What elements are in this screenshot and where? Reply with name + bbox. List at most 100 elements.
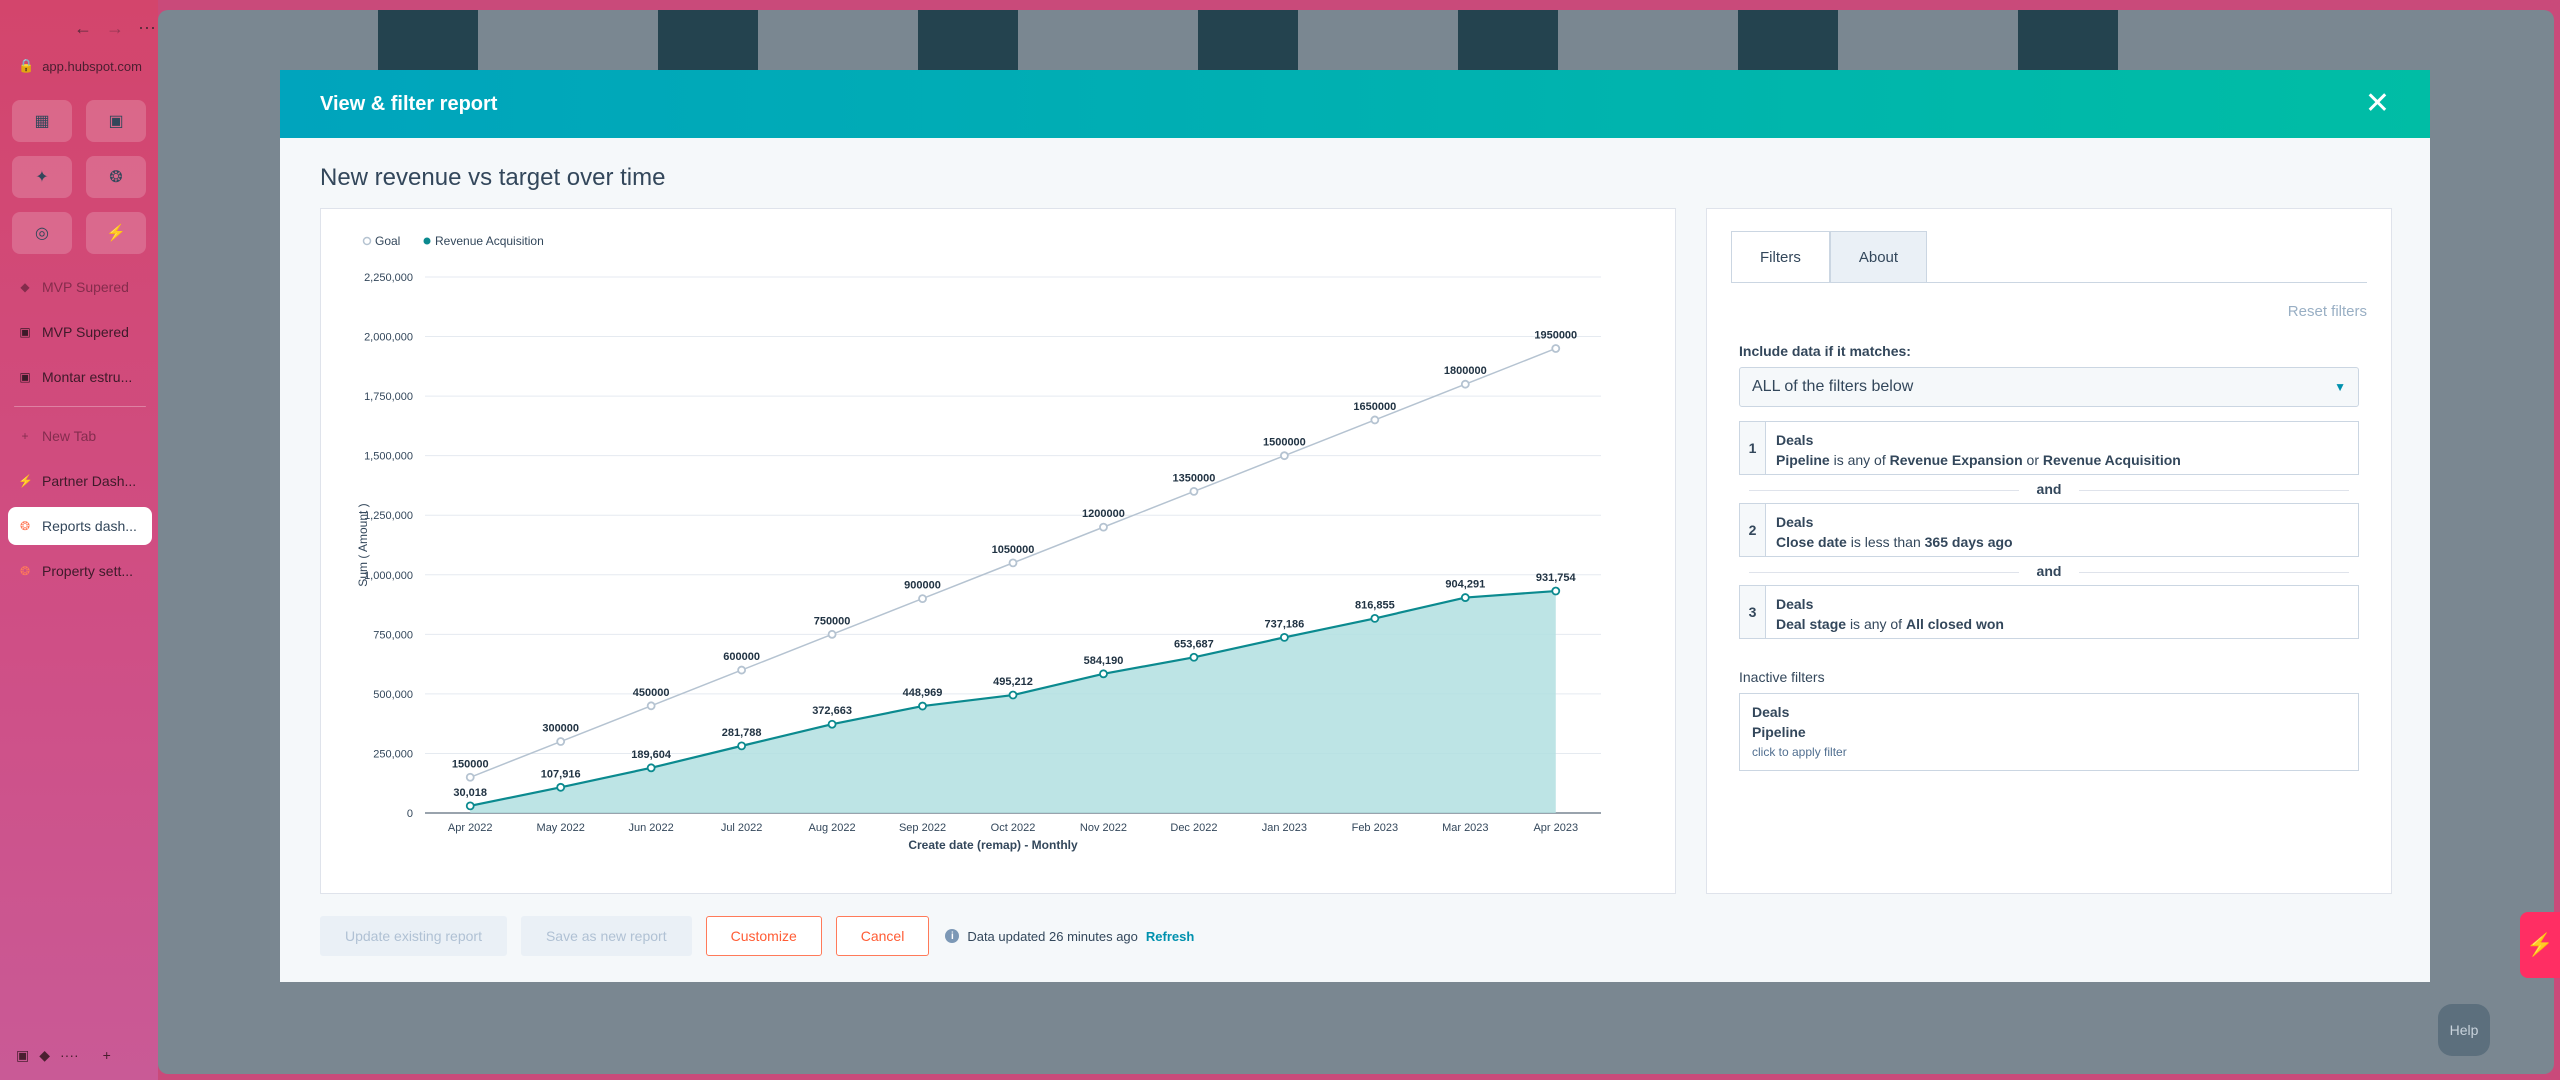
x-tick-label: Oct 2022 — [991, 822, 1036, 834]
tab-about[interactable]: About — [1829, 231, 1928, 283]
match-mode-select[interactable]: ALL of the filters below ▼ — [1739, 367, 2359, 407]
doc-icon: ▣ — [19, 370, 31, 384]
tab-montar-estru[interactable]: ▣ Montar estru... — [19, 369, 133, 385]
filter-body: Deals Pipeline is any of Revenue Expansi… — [1766, 422, 2191, 474]
archive-icon[interactable]: ▣ — [16, 1047, 30, 1063]
x-tick-label: Aug 2022 — [809, 822, 856, 834]
legend-marker-goal — [362, 236, 372, 246]
data-updated-text: Data updated 26 minutes ago — [967, 928, 1138, 944]
revenue-point — [1370, 614, 1380, 623]
dots-icon[interactable]: ···· — [60, 1047, 79, 1063]
back-icon[interactable]: ← — [74, 18, 92, 38]
tab-property-sett[interactable]: ❂ Property sett... — [19, 563, 134, 579]
x-tick-label: Jul 2022 — [721, 822, 763, 834]
folder-icon: ◆ — [20, 280, 30, 294]
tab-new-tab[interactable]: + New Tab — [8, 417, 152, 455]
caret-down-icon: ▼ — [2334, 380, 2346, 394]
revenue-data-label: 931,754 — [1536, 572, 1577, 584]
goal-point — [827, 629, 837, 639]
revenue-data-label: 30,018 — [453, 787, 487, 799]
revenue-data-label: 107,916 — [541, 768, 581, 780]
tab-reports-dash[interactable]: ❂ Reports dash... — [8, 507, 152, 545]
plus-icon: + — [21, 429, 29, 443]
goal-point — [918, 594, 927, 604]
y-axis-title: Sum ( Amount ) — [356, 503, 370, 586]
filter-join: or — [2026, 452, 2039, 468]
revenue-data-label: 816,855 — [1355, 599, 1395, 611]
hubspot-icon[interactable]: ❂ — [86, 156, 146, 198]
url-bar[interactable]: 🔒 app.hubspot.com — [18, 58, 142, 74]
goal-point — [556, 737, 566, 746]
inactive-filter-hint: click to apply filter — [1752, 745, 1847, 759]
revenue-data-label: 448,969 — [903, 687, 943, 699]
tab-mvp-supered[interactable]: ▣ MVP Supered — [19, 324, 129, 340]
revenue-point — [465, 801, 475, 811]
refresh-link[interactable]: Refresh — [1145, 928, 1195, 944]
filter-panel: Filters About Reset filters Include data… — [1706, 208, 2392, 894]
goal-data-label: 1200000 — [1082, 508, 1125, 520]
revenue-point — [1551, 586, 1561, 596]
bg-bar — [658, 10, 758, 70]
tab-mvp-supered-folder[interactable]: ◆ MVP Supered — [8, 268, 152, 306]
goal-point — [1551, 344, 1561, 353]
filter-row-3[interactable]: 3 Deals Deal stage is any of All closed … — [1739, 585, 2359, 639]
filter-value-2: Revenue Acquisition — [2042, 452, 2181, 468]
modal-title: View & filter report — [320, 92, 498, 115]
filter-value: All closed won — [1905, 616, 2004, 632]
add-icon[interactable]: + — [102, 1047, 111, 1063]
inactive-filter[interactable]: Deals Pipeline click to apply filter — [1739, 693, 2359, 771]
bolt-icon: ⚡ — [18, 474, 33, 488]
goal-data-label: 750000 — [814, 615, 851, 627]
filter-operator: is any of — [1849, 616, 1903, 632]
clipboard-icon[interactable]: ▣ — [86, 100, 146, 142]
goal-point — [1370, 415, 1380, 425]
goal-data-label: 600000 — [723, 651, 760, 663]
calendar-icon[interactable]: ▦ — [12, 100, 72, 142]
revenue-data-label: 584,190 — [1084, 655, 1124, 667]
x-tick-label: Nov 2022 — [1080, 822, 1127, 834]
nav-buttons: ← → ⋯ — [74, 18, 156, 39]
bolt-icon[interactable]: ⚡ — [2520, 912, 2560, 978]
filter-property: Deal stage — [1776, 616, 1847, 632]
tab-filters[interactable]: Filters — [1731, 231, 1830, 283]
report-title: New revenue vs target over time — [320, 164, 666, 191]
cancel-button[interactable]: Cancel — [835, 916, 930, 956]
filter-row-2[interactable]: 2 Deals Close date is less than 365 days… — [1739, 503, 2359, 557]
more-icon[interactable]: ⋯ — [138, 18, 156, 38]
app-icon[interactable]: ◆ — [39, 1047, 51, 1063]
target-icon[interactable]: ◎ — [12, 212, 72, 254]
filter-property: Pipeline — [1776, 452, 1830, 468]
filter-property: Close date — [1776, 534, 1847, 550]
filter-value: Revenue Expansion — [1889, 452, 2023, 468]
y-tick-label: 1,250,000 — [364, 510, 413, 522]
slack-icon[interactable]: ✦ — [12, 156, 72, 198]
revenue-data-label: 495,212 — [993, 676, 1033, 688]
inactive-filter-object: Deals — [1752, 704, 1790, 720]
goal-data-label: 450000 — [633, 687, 670, 699]
tab-divider — [1731, 282, 2367, 283]
and-separator: and — [1739, 563, 2359, 579]
pinned-tabs: ▦ ▣ ✦ ❂ ◎ ⚡ — [12, 100, 146, 254]
x-tick-label: Jan 2023 — [1262, 822, 1307, 834]
save-as-new-report-button[interactable]: Save as new report — [520, 916, 692, 956]
filter-number: 3 — [1740, 586, 1766, 638]
bg-bar — [2018, 10, 2118, 70]
update-existing-report-button[interactable]: Update existing report — [320, 916, 507, 956]
tab-partner-dash[interactable]: ⚡ Partner Dash... — [18, 473, 137, 489]
data-updated-status: i Data updated 26 minutes ago Refresh — [945, 929, 1194, 944]
reset-filters-link[interactable]: Reset filters — [2287, 303, 2367, 320]
close-icon[interactable]: ✕ — [2364, 87, 2390, 120]
info-icon: i — [945, 929, 960, 943]
x-tick-label: Mar 2023 — [1442, 822, 1488, 834]
goal-data-label: 150000 — [452, 758, 489, 770]
goal-point — [465, 772, 475, 782]
filter-row-1[interactable]: 1 Deals Pipeline is any of Revenue Expan… — [1739, 421, 2359, 475]
forward-icon[interactable]: → — [106, 18, 124, 38]
revenue-data-label: 189,604 — [631, 749, 672, 761]
revenue-point — [556, 782, 566, 792]
goal-data-label: 300000 — [542, 723, 579, 735]
filter-object: Deals — [1776, 514, 1814, 530]
help-button[interactable]: Help — [2438, 1004, 2490, 1056]
bolt-icon[interactable]: ⚡ — [86, 212, 146, 254]
customize-button[interactable]: Customize — [705, 916, 822, 956]
